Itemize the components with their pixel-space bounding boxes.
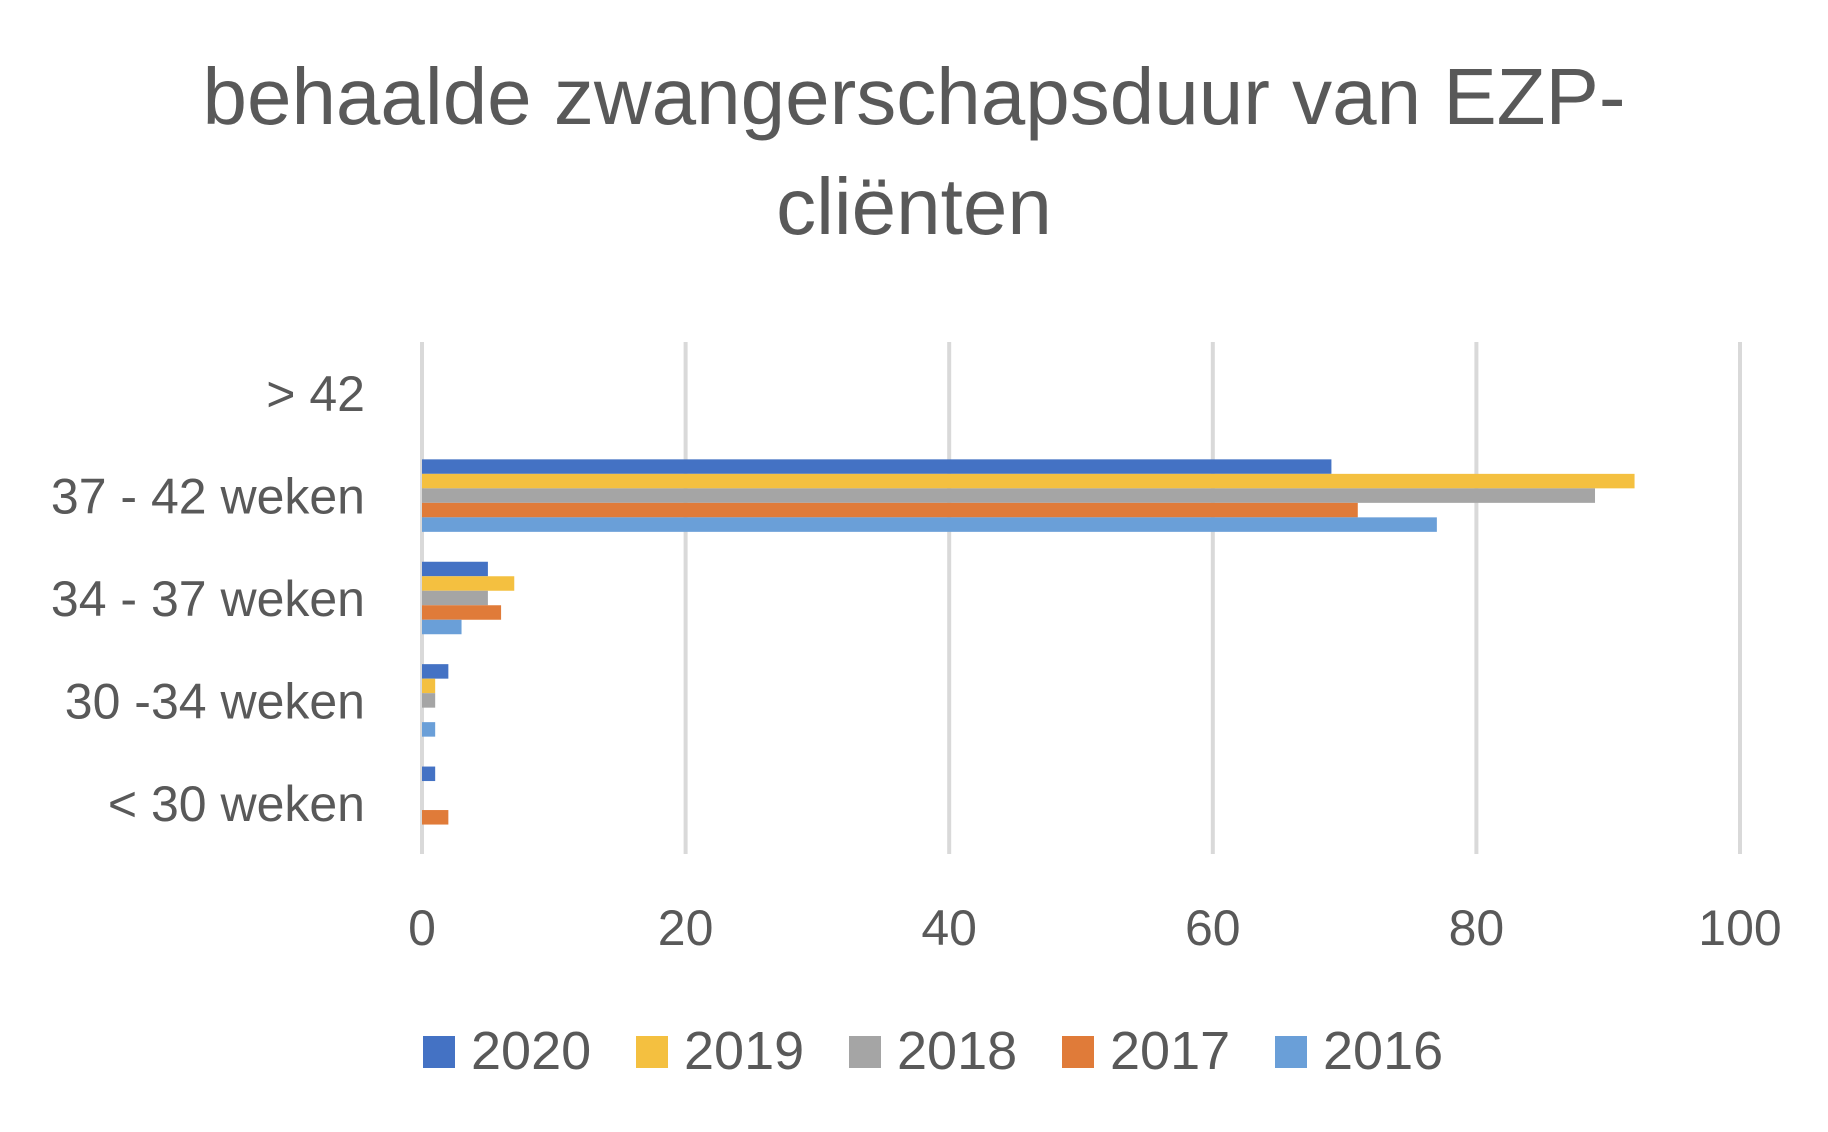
bar-2018-2 [422, 590, 488, 606]
legend-label-2016: 2016 [1323, 1021, 1443, 1081]
category-label: 30 -34 weken [65, 673, 365, 729]
legend-swatch-2020 [423, 1036, 455, 1068]
bar-2018-1 [422, 488, 1596, 503]
bar-2020-3 [422, 664, 449, 679]
chart-title-line-2: cliënten [776, 162, 1052, 251]
bar-2020-4 [422, 766, 436, 782]
legend-swatch-2016 [1275, 1036, 1307, 1068]
x-tick-label-80: 80 [1449, 900, 1505, 956]
x-tick-label-40: 40 [921, 900, 977, 956]
legend-swatch-2019 [636, 1036, 668, 1068]
bar-2016-1 [422, 517, 1437, 532]
bar-2018-3 [422, 693, 436, 708]
bar-2017-2 [422, 605, 502, 620]
x-tick-label-20: 20 [658, 900, 714, 956]
x-tick-labels: 0 20 40 60 80 100 [408, 900, 1782, 956]
legend-label-2019: 2019 [684, 1021, 804, 1081]
bar-2016-3 [422, 722, 436, 737]
legend-label-2020: 2020 [471, 1021, 591, 1081]
chart-title-line-1: behaalde zwangerschapsduur van EZP- [202, 52, 1625, 141]
category-label: < 30 weken [108, 776, 365, 832]
x-tick-label-100: 100 [1698, 900, 1781, 956]
legend-swatch-2017 [1062, 1036, 1094, 1068]
bar-2020-1 [422, 459, 1332, 474]
bar-2016-2 [422, 619, 462, 635]
legend-label-2017: 2017 [1110, 1021, 1230, 1081]
bars [422, 459, 1635, 825]
legend: 2020 2019 2018 2017 2016 [423, 1021, 1443, 1081]
bar-2017-1 [422, 502, 1358, 518]
chart-title: behaalde zwangerschapsduur van EZP- clië… [202, 52, 1625, 251]
bar-2017-4 [422, 810, 449, 825]
category-label: 37 - 42 weken [51, 469, 365, 525]
category-label: 34 - 37 weken [51, 571, 365, 627]
legend-swatch-2018 [849, 1036, 881, 1068]
bar-2019-2 [422, 576, 515, 591]
bar-2019-3 [422, 678, 436, 694]
gridlines [420, 342, 1742, 854]
legend-label-2018: 2018 [897, 1021, 1017, 1081]
bar-2020-2 [422, 561, 488, 577]
category-label: > 42 [266, 366, 365, 422]
category-labels: > 42 37 - 42 weken 34 - 37 weken 30 -34 wek… [51, 366, 365, 832]
bar-2019-1 [422, 473, 1635, 489]
x-tick-label-60: 60 [1185, 900, 1241, 956]
x-tick-label-0: 0 [408, 900, 436, 956]
